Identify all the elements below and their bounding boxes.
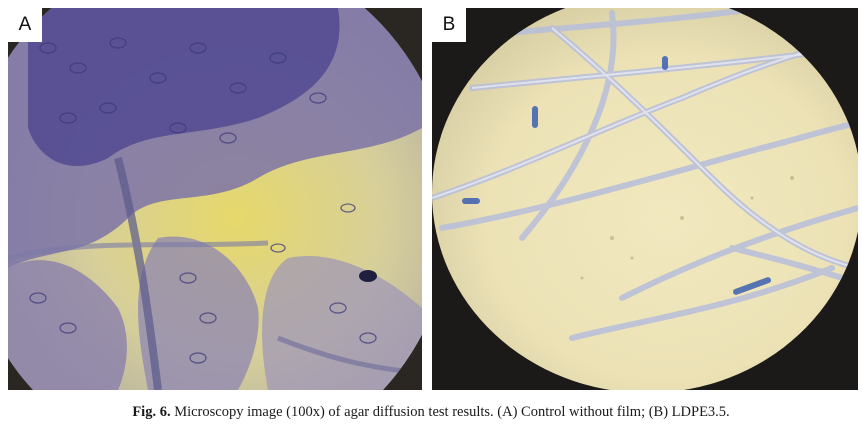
- figure-caption: Fig. 6. Microscopy image (100x) of agar …: [0, 404, 862, 421]
- micrograph-panel-b: B: [432, 8, 858, 390]
- panel-label-a: A: [8, 8, 42, 42]
- micrograph-a-image: [8, 8, 422, 390]
- panel-label-b: B: [432, 8, 466, 42]
- figure-caption-label: Fig. 6.: [132, 404, 171, 420]
- micrograph-panel-a: A: [8, 8, 422, 390]
- figure-caption-text: Microscopy image (100x) of agar diffusio…: [174, 404, 730, 420]
- micrograph-b-image: [432, 8, 858, 390]
